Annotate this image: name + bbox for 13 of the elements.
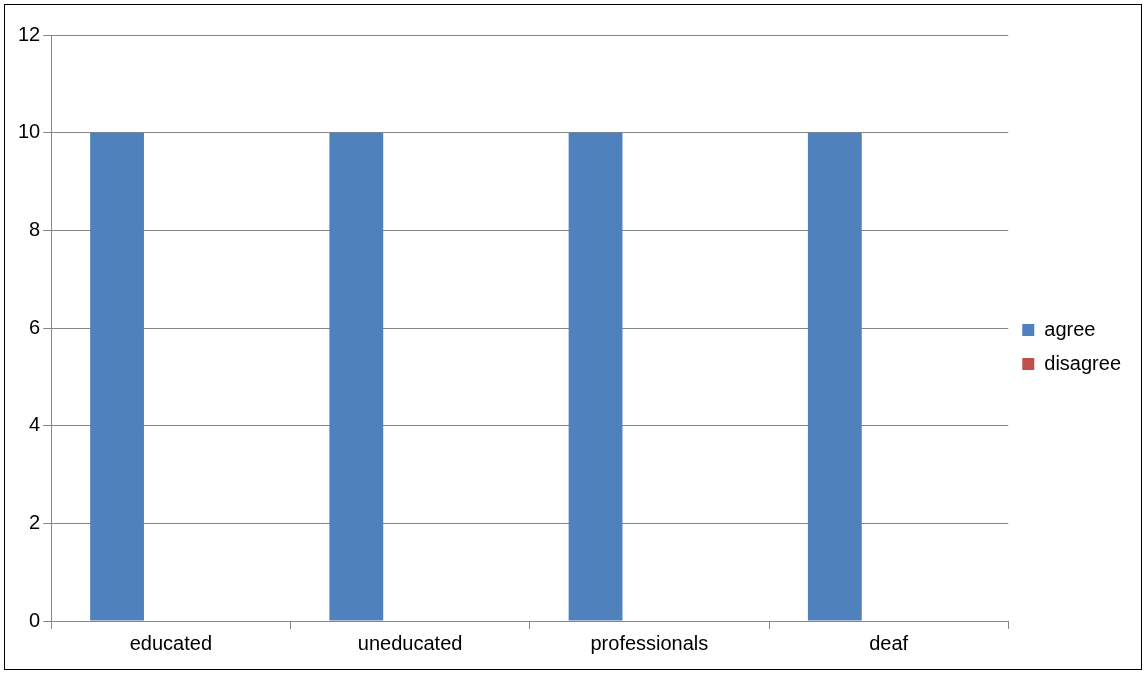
x-tick-label: deaf [869, 631, 909, 654]
y-tick-label: 4 [29, 413, 41, 436]
y-tick-label: 2 [29, 510, 41, 533]
y-tick-label: 12 [18, 22, 41, 45]
x-tick-label: educated [129, 631, 213, 654]
x-tick-label: uneducated [357, 631, 463, 654]
y-tick-label: 8 [29, 217, 41, 240]
legend-label: disagree [1044, 351, 1121, 374]
y-tick-label: 6 [29, 315, 41, 338]
legend-label: agree [1044, 317, 1096, 340]
y-tick-label: 10 [18, 120, 41, 143]
x-tick-label: professionals [590, 631, 709, 654]
y-tick-label: 0 [29, 608, 41, 631]
